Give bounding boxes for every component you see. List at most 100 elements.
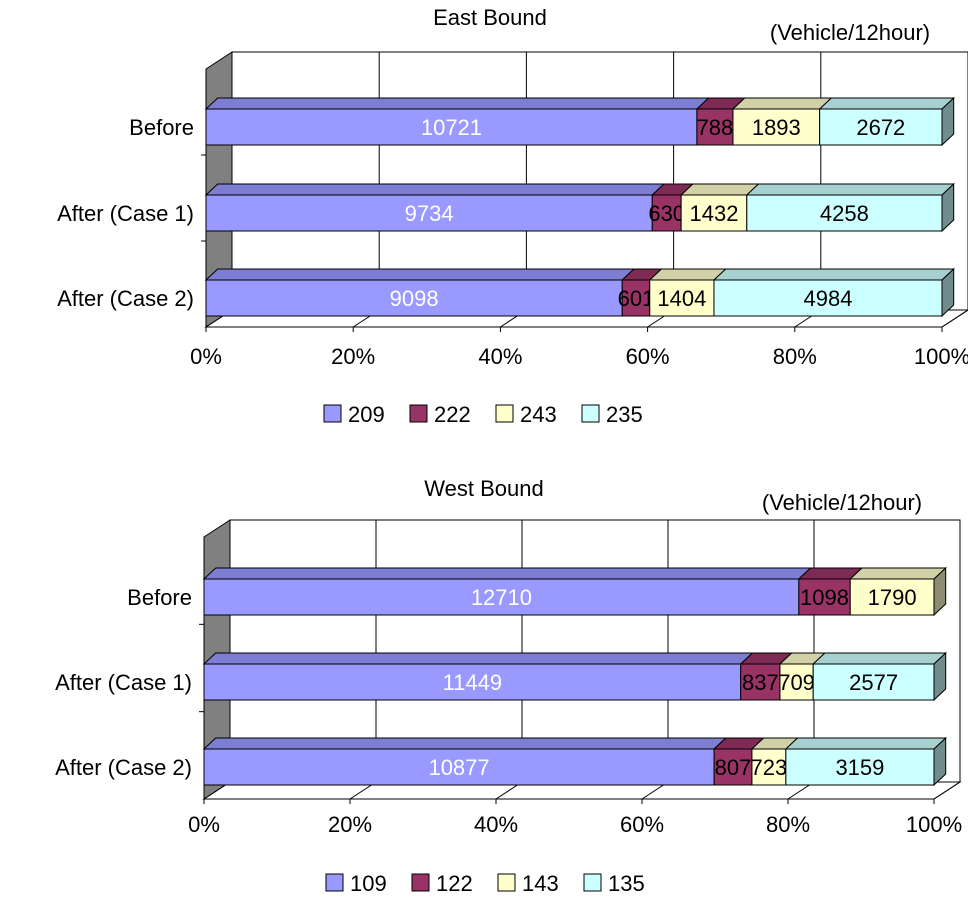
legend-swatch-222 xyxy=(409,404,428,423)
bar-209-after-case-2-top xyxy=(204,268,636,281)
data-label: 10721 xyxy=(421,115,482,140)
bar-109-after-case-1 xyxy=(203,663,742,701)
data-label: 630 xyxy=(648,201,685,226)
x-tick-label: 0% xyxy=(188,812,220,837)
bar-209-after-case-2 xyxy=(205,279,623,317)
unit-label: (Vehicle/12hour) xyxy=(770,20,930,45)
category-label: After (Case 2) xyxy=(55,755,192,780)
bar-135-after-case-1 xyxy=(812,663,935,701)
chart-title: West Bound xyxy=(424,476,543,501)
data-label: 601 xyxy=(618,286,655,311)
legend-swatch-243 xyxy=(495,404,514,423)
data-label: 4984 xyxy=(804,286,853,311)
bar-109-after-case-2-top xyxy=(202,737,728,750)
category-label: After (Case 2) xyxy=(57,286,194,311)
data-label: 1893 xyxy=(752,115,801,140)
bar-109-after-case-2 xyxy=(203,748,715,786)
bar-235-before xyxy=(819,108,943,146)
chart-title: East Bound xyxy=(433,5,547,30)
bar-235-after-case-2-top xyxy=(712,268,955,281)
data-label: 1432 xyxy=(689,201,738,226)
x-tick-label: 100% xyxy=(906,812,962,837)
data-label: 1098 xyxy=(800,585,849,610)
data-label: 837 xyxy=(742,670,779,695)
data-label: 12710 xyxy=(471,585,532,610)
bar-135-after-case-1-top xyxy=(811,652,947,665)
floor-gridline xyxy=(941,309,968,328)
bar-109-before xyxy=(203,578,800,616)
bar-143-before-top xyxy=(848,567,947,580)
bar-222-after-case-2 xyxy=(621,279,651,317)
bar-109-after-case-1-top xyxy=(202,652,754,665)
data-label: 723 xyxy=(751,755,788,780)
legend-label: 143 xyxy=(522,871,559,896)
x-tick-label: 80% xyxy=(766,812,810,837)
legend-label: 109 xyxy=(350,871,387,896)
legend-swatch-209 xyxy=(323,404,342,423)
x-tick-label: 0% xyxy=(190,344,222,369)
bar-122-after-case-2 xyxy=(713,748,753,786)
x-tick-label: 40% xyxy=(474,812,518,837)
category-label: After (Case 1) xyxy=(55,670,192,695)
data-label: 1404 xyxy=(657,286,706,311)
legend-label: 122 xyxy=(436,871,473,896)
data-label: 4258 xyxy=(820,201,869,226)
legend-label: 235 xyxy=(606,402,643,427)
x-tick-label: 20% xyxy=(328,812,372,837)
data-label: 9098 xyxy=(390,286,439,311)
legend-swatch-122 xyxy=(411,873,430,892)
data-label: 2672 xyxy=(856,115,905,140)
data-label: 9734 xyxy=(405,201,454,226)
bar-209-after-case-1-top xyxy=(204,183,666,196)
x-tick-label: 40% xyxy=(478,344,522,369)
legend-swatch-109 xyxy=(325,873,344,892)
bar-243-after-case-1-top xyxy=(679,183,760,196)
bar-235-before-top xyxy=(818,97,955,110)
bar-243-before xyxy=(732,108,821,146)
legend-swatch-143 xyxy=(497,873,516,892)
east-bound-chart: 0% 20% 40% 60% 80% 100% East Bound (Vehicle/12h… xyxy=(57,5,968,427)
bar-243-after-case-2 xyxy=(649,279,715,317)
data-label: 807 xyxy=(715,755,752,780)
bar-143-after-case-1 xyxy=(779,663,814,701)
x-tick-label: 60% xyxy=(620,812,664,837)
bar-243-before-top xyxy=(731,97,833,110)
bar-122-after-case-1 xyxy=(740,663,781,701)
legend-label: 209 xyxy=(348,402,385,427)
x-tick-label: 100% xyxy=(914,344,968,369)
category-label: After (Case 1) xyxy=(57,201,194,226)
x-tick-label: 60% xyxy=(626,344,670,369)
category-label: Before xyxy=(129,115,194,140)
bar-235-after-case-2 xyxy=(713,279,943,317)
plot-back-wall xyxy=(231,51,968,311)
data-label: 709 xyxy=(778,670,815,695)
data-label: 2577 xyxy=(849,670,898,695)
west-bound-chart: 0% 20% 40% 60% 80% 100% West Bound (Vehicle/12h… xyxy=(55,476,962,896)
category-label: Before xyxy=(127,585,192,610)
legend-label: 243 xyxy=(520,402,557,427)
bar-209-before xyxy=(205,108,698,146)
data-label: 3159 xyxy=(835,755,884,780)
x-tick-label: 80% xyxy=(773,344,817,369)
bar-243-after-case-1 xyxy=(680,194,748,232)
x-tick-label: 20% xyxy=(331,344,375,369)
data-label: 11449 xyxy=(443,670,503,695)
legend-label: 222 xyxy=(434,402,471,427)
data-label: 10877 xyxy=(428,755,489,780)
bar-135-after-case-2 xyxy=(785,748,935,786)
data-label: 788 xyxy=(697,115,734,140)
legend-label: 135 xyxy=(608,871,645,896)
bar-135-after-case-2-top xyxy=(784,737,947,750)
bar-235-after-case-1-top xyxy=(745,183,955,196)
data-label: 1790 xyxy=(868,585,917,610)
floor-gridline xyxy=(933,781,961,800)
bar-235-after-case-1 xyxy=(746,194,943,232)
bar-243-after-case-2-top xyxy=(648,268,727,281)
bar-143-before xyxy=(849,578,935,616)
unit-label: (Vehicle/12hour) xyxy=(762,490,922,515)
legend-swatch-235 xyxy=(581,404,600,423)
bar-209-before-top xyxy=(204,97,710,110)
legend-swatch-135 xyxy=(583,873,602,892)
bar-109-before-top xyxy=(202,567,812,580)
